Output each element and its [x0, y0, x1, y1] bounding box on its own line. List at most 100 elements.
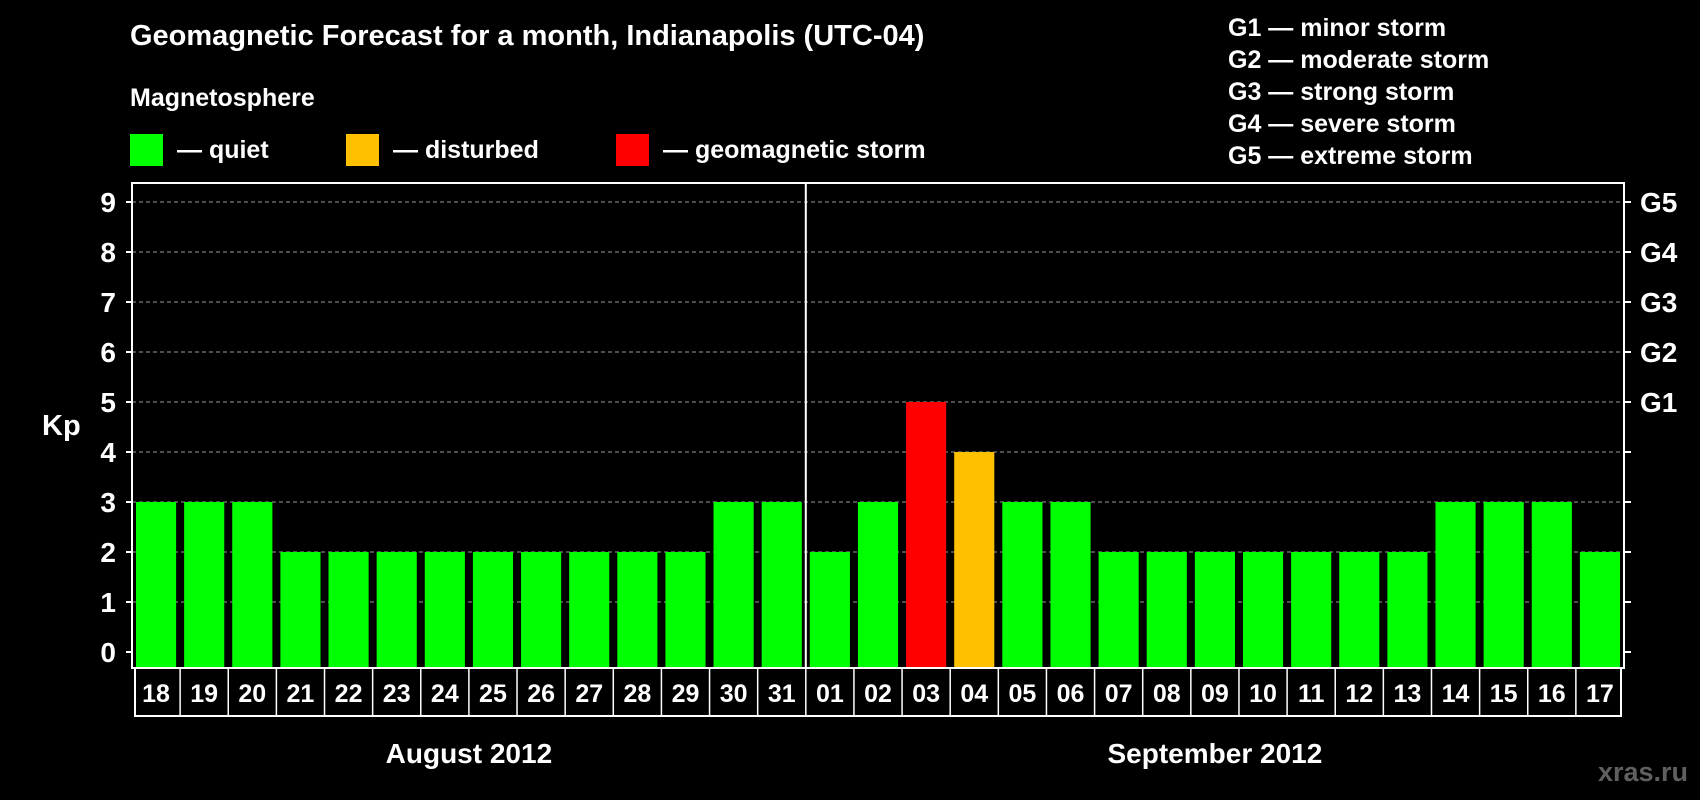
- bar-06: [1050, 502, 1091, 667]
- chart-title: Geomagnetic Forecast for a month, Indian…: [130, 20, 925, 52]
- legend-disturbed-label: — disturbed: [393, 135, 539, 164]
- watermark: xras.ru: [1597, 757, 1688, 787]
- y-tick-label-6: 6: [100, 337, 116, 368]
- date-label-16: 16: [1538, 680, 1566, 708]
- bar-30: [713, 502, 754, 667]
- date-label-01: 01: [816, 680, 844, 708]
- date-label-band: [134, 667, 1622, 717]
- y-tick-label-7: 7: [100, 287, 116, 318]
- date-label-20: 20: [238, 680, 266, 708]
- date-label-09: 09: [1201, 680, 1229, 708]
- storm-level-legend: G1 — minor storm G2 — moderate storm G3 …: [1228, 12, 1489, 172]
- legend-quiet: — quiet: [130, 134, 269, 166]
- bar-24: [424, 552, 465, 667]
- date-label-19: 19: [190, 680, 218, 708]
- bar-17: [1579, 552, 1620, 667]
- g-label-g5: G5: [1640, 187, 1677, 218]
- bar-09: [1194, 552, 1235, 667]
- date-label-28: 28: [623, 680, 651, 708]
- date-label-06: 06: [1057, 680, 1085, 708]
- g-label-g2: G2: [1640, 337, 1677, 368]
- bar-08: [1146, 552, 1187, 667]
- bar-04: [954, 452, 995, 667]
- y-tick-label-8: 8: [100, 237, 116, 268]
- date-label-03: 03: [912, 680, 940, 708]
- bar-27: [569, 552, 610, 667]
- bar-15: [1483, 502, 1524, 667]
- date-label-18: 18: [142, 680, 170, 708]
- bar-13: [1387, 552, 1428, 667]
- date-label-26: 26: [527, 680, 555, 708]
- date-label-02: 02: [864, 680, 892, 708]
- bar-29: [665, 552, 706, 667]
- date-label-08: 08: [1153, 680, 1181, 708]
- bar-21: [280, 552, 321, 667]
- legend-disturbed: — disturbed: [346, 134, 539, 166]
- bar-12: [1339, 552, 1380, 667]
- bar-01: [809, 552, 850, 667]
- legend-storm-label: — geomagnetic storm: [663, 135, 926, 164]
- g-label-g1: G1: [1640, 387, 1677, 418]
- date-label-24: 24: [431, 680, 459, 708]
- bar-18: [136, 502, 177, 667]
- y-tick-label-1: 1: [100, 587, 116, 618]
- date-label-11: 11: [1298, 680, 1325, 708]
- bar-03: [906, 402, 947, 667]
- disturbed-swatch: [346, 134, 379, 166]
- date-label-21: 21: [287, 680, 315, 708]
- storm-level-g2: G2 — moderate storm: [1228, 46, 1490, 74]
- date-label-31: 31: [768, 680, 796, 708]
- bar-26: [521, 552, 562, 667]
- date-label-12: 12: [1345, 680, 1373, 708]
- g-label-g3: G3: [1640, 287, 1677, 318]
- date-label-29: 29: [672, 680, 700, 708]
- bar-16: [1531, 502, 1572, 667]
- date-label-04: 04: [960, 680, 988, 708]
- y-tick-label-9: 9: [100, 187, 116, 218]
- date-label-22: 22: [335, 680, 363, 708]
- date-label-30: 30: [720, 680, 748, 708]
- bar-28: [617, 552, 658, 667]
- bar-05: [1002, 502, 1043, 667]
- bar-25: [472, 552, 514, 667]
- bar-02: [857, 502, 899, 667]
- date-label-10: 10: [1249, 680, 1277, 708]
- date-label-25: 25: [479, 680, 507, 708]
- storm-level-g5: G5 — extreme storm: [1228, 142, 1473, 170]
- bar-14: [1435, 502, 1476, 667]
- date-label-17: 17: [1586, 680, 1614, 708]
- g-label-g4: G4: [1640, 237, 1678, 268]
- y-tick-label-0: 0: [100, 637, 116, 668]
- date-label-14: 14: [1442, 680, 1470, 708]
- bar-19: [184, 502, 225, 667]
- magnetosphere-heading: Magnetosphere: [130, 84, 315, 112]
- y-tick-label-5: 5: [100, 387, 116, 418]
- y-tick-label-3: 3: [100, 487, 116, 518]
- date-label-15: 15: [1490, 680, 1518, 708]
- quiet-swatch: [130, 134, 163, 166]
- bar-20: [232, 502, 273, 667]
- bar-23: [376, 552, 417, 667]
- storm-level-g4: G4 — severe storm: [1228, 110, 1456, 138]
- y-tick-label-4: 4: [100, 437, 116, 468]
- date-label-23: 23: [383, 680, 411, 708]
- storm-level-g1: G1 — minor storm: [1228, 14, 1447, 42]
- date-label-05: 05: [1008, 680, 1036, 708]
- bar-31: [761, 502, 802, 667]
- date-label-07: 07: [1105, 680, 1133, 708]
- bar-10: [1242, 552, 1284, 667]
- legend-storm: — geomagnetic storm: [616, 134, 926, 166]
- y-axis-label: Kp: [42, 410, 81, 442]
- legend-quiet-label: — quiet: [177, 135, 269, 164]
- month-label: September 2012: [1108, 738, 1323, 769]
- storm-level-g3: G3 — strong storm: [1228, 78, 1455, 106]
- y-tick-label-2: 2: [100, 537, 116, 568]
- month-label: August 2012: [386, 738, 553, 769]
- bar-07: [1098, 552, 1139, 667]
- bar-22: [328, 552, 369, 667]
- date-label-27: 27: [575, 680, 603, 708]
- bar-11: [1291, 552, 1332, 667]
- date-label-13: 13: [1394, 680, 1422, 708]
- storm-swatch: [616, 134, 649, 166]
